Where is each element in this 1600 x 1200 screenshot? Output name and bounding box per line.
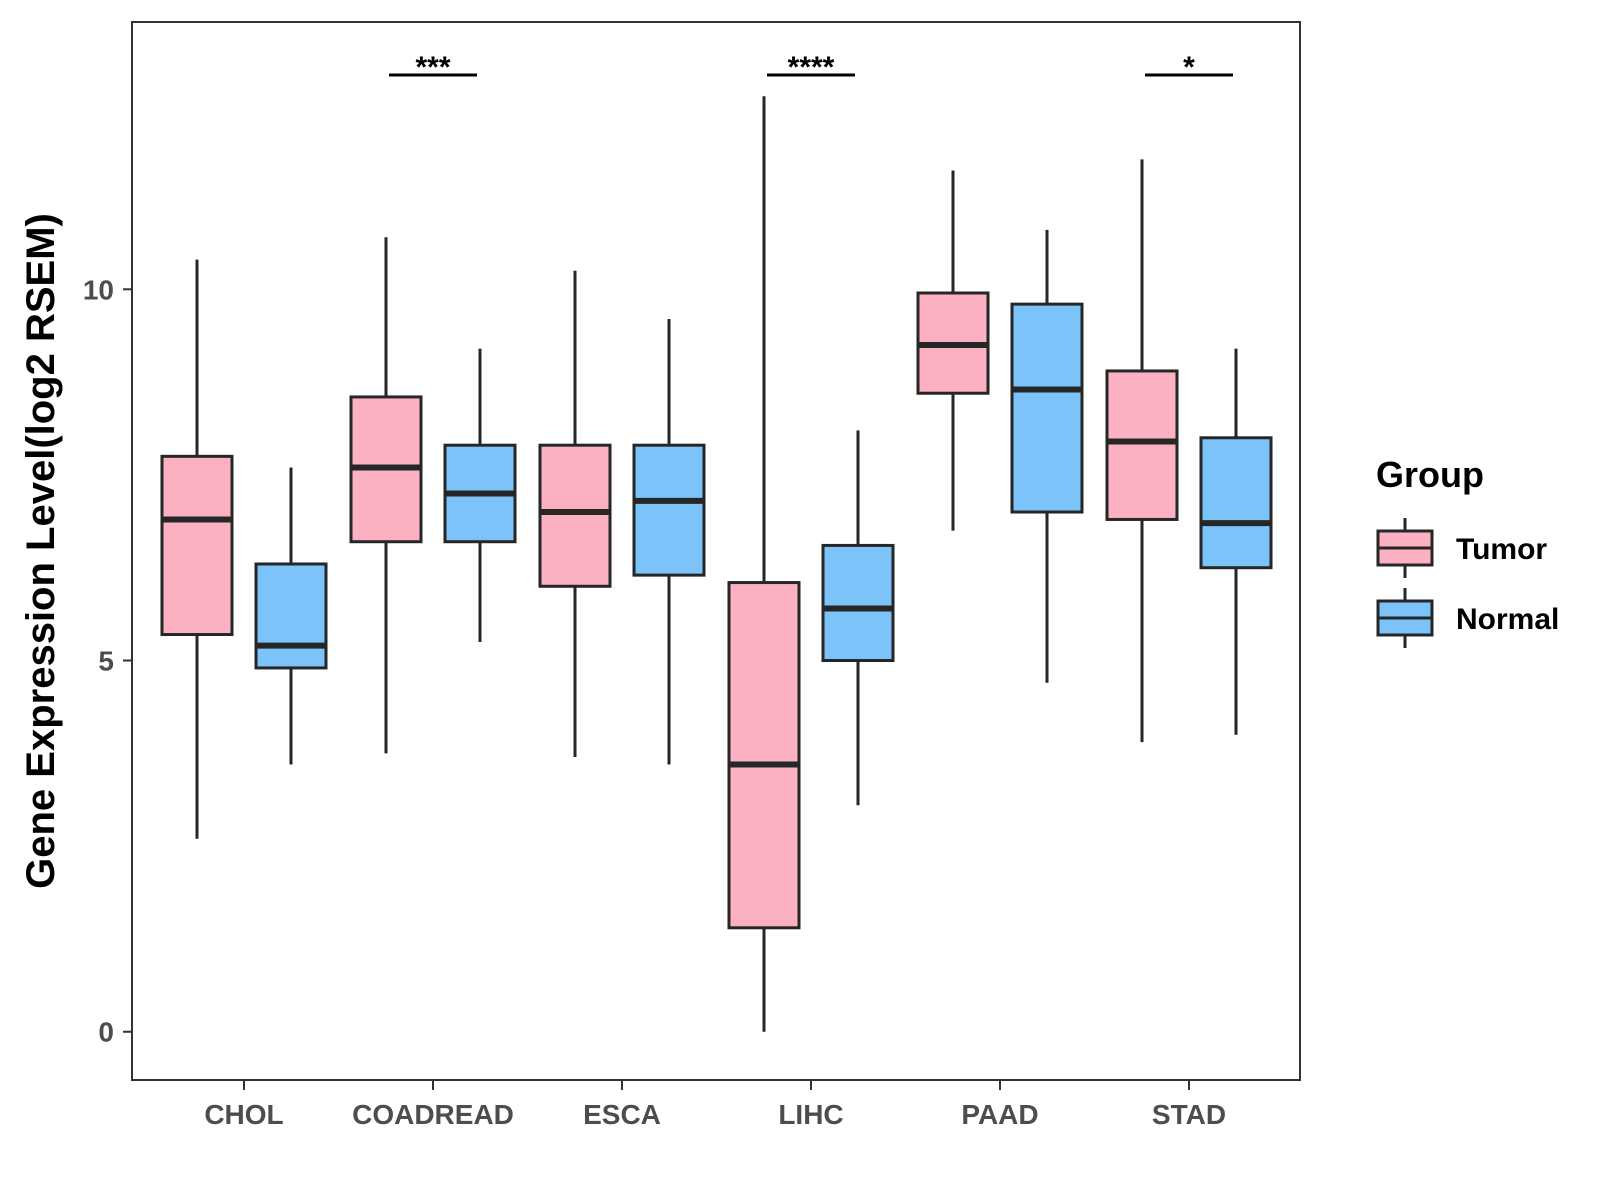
plot-panel-border — [131, 21, 1301, 1081]
normal-esca-box — [632, 443, 706, 577]
normal-chol-box — [254, 562, 328, 670]
normal-paad-box — [1010, 302, 1084, 514]
x-tick-label: PAAD — [961, 1099, 1038, 1130]
tumor-esca-box — [538, 443, 612, 588]
tumor-stad-box — [1105, 369, 1179, 521]
x-tick-label: LIHC — [778, 1099, 843, 1130]
normal-lihc-box — [821, 543, 895, 663]
legend-label-tumor: Tumor — [1456, 533, 1547, 566]
legend-label-normal: Normal — [1456, 603, 1559, 636]
x-tick-label: COADREAD — [352, 1099, 514, 1130]
tumor-lihc-box — [727, 581, 801, 930]
y-axis-title: Gene Expression Level(log2 RSEM) — [19, 213, 63, 889]
legend-title: Group — [1376, 454, 1484, 495]
box-marks-layer — [160, 96, 1273, 1032]
x-tick-label: CHOL — [204, 1099, 283, 1130]
y-tick-label: 10 — [83, 274, 114, 305]
normal-stad-box — [1199, 436, 1273, 570]
legend: Group Tumor Normal — [1376, 454, 1559, 648]
x-tick-label: STAD — [1152, 1099, 1226, 1130]
significance-layer: *** **** * — [389, 51, 1233, 84]
y-tick-label: 5 — [98, 646, 114, 677]
significance-label-lihc: **** — [788, 51, 835, 84]
axes-layer: 0 5 10 CHOL COADREAD ESCA LIHC PAAD STAD — [83, 274, 1226, 1130]
y-tick-label: 0 — [98, 1017, 114, 1048]
tumor-chol-box — [160, 454, 234, 637]
significance-label-stad: * — [1183, 51, 1195, 84]
x-tick-label: ESCA — [583, 1099, 661, 1130]
significance-label-coadread: *** — [415, 51, 450, 84]
plot-panel-layer — [131, 21, 1301, 1081]
